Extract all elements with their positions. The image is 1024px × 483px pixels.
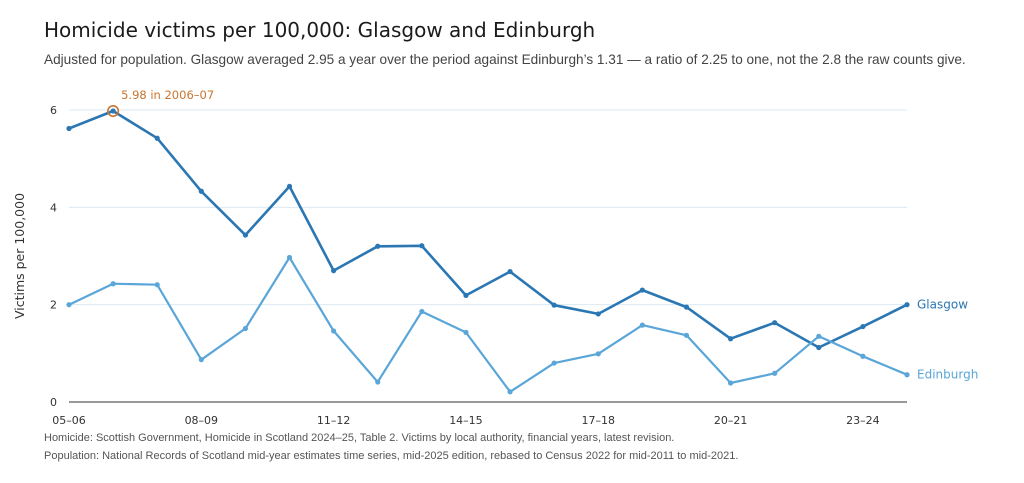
series-line-glasgow: [67, 109, 909, 349]
chart-subtitle: Adjusted for population. Glasgow average…: [44, 52, 966, 67]
data-point-glasgow: [727, 336, 734, 342]
data-point-glasgow: [110, 108, 116, 114]
data-point-glasgow: [904, 302, 910, 308]
data-point-edinburgh: [419, 308, 425, 315]
data-point-edinburgh: [639, 322, 645, 328]
chart-title: Homicide victims per 100,000: Glasgow an…: [44, 18, 596, 42]
data-point-glasgow: [463, 292, 469, 299]
data-point-edinburgh: [331, 328, 337, 334]
y-tick-label: 4: [50, 201, 57, 214]
x-tick-label: 11–12: [317, 414, 351, 427]
data-point-glasgow: [595, 311, 601, 317]
data-point-glasgow: [66, 125, 72, 132]
data-point-glasgow: [683, 304, 690, 310]
data-point-glasgow: [507, 268, 513, 275]
data-point-glasgow: [860, 323, 866, 330]
x-tick-label: 17–18: [582, 414, 616, 427]
data-point-glasgow: [286, 183, 293, 190]
data-point-glasgow: [419, 243, 425, 249]
data-point-edinburgh: [198, 357, 204, 363]
y-tick-label: 6: [50, 104, 57, 117]
data-point-glasgow: [551, 302, 557, 308]
data-point-edinburgh: [463, 329, 469, 336]
x-tick-label: 23–24: [846, 414, 880, 427]
data-point-edinburgh: [375, 379, 381, 385]
y-tick-label: 2: [50, 299, 57, 312]
x-tick-label: 14–15: [449, 414, 483, 427]
source-note-population: Population: National Records of Scotland…: [44, 450, 739, 462]
x-tick-label: 08–09: [185, 414, 219, 427]
y-axis-label: Victims per 100,000: [12, 193, 27, 319]
data-point-edinburgh: [110, 281, 116, 287]
data-point-glasgow: [639, 287, 645, 293]
data-point-glasgow: [816, 344, 822, 351]
annotation-marker: [107, 104, 120, 117]
data-point-edinburgh: [242, 325, 249, 332]
data-point-edinburgh: [683, 332, 690, 338]
source-note-homicide: Homicide: Scottish Government, Homicide …: [44, 432, 675, 444]
series-label-edinburgh: Edinburgh: [917, 368, 978, 382]
series-line-edinburgh: [67, 256, 909, 393]
data-point-edinburgh: [154, 282, 160, 288]
data-point-edinburgh: [816, 333, 822, 339]
x-tick-label: 20–21: [714, 414, 748, 427]
data-point-edinburgh: [507, 389, 513, 395]
data-point-edinburgh: [904, 372, 910, 378]
data-point-edinburgh: [595, 351, 601, 357]
data-point-glasgow: [772, 320, 778, 326]
data-point-edinburgh: [286, 254, 293, 261]
data-point-edinburgh: [66, 302, 72, 308]
data-point-glasgow: [331, 268, 337, 274]
series-label-glasgow: Glasgow: [917, 298, 968, 312]
data-point-edinburgh: [727, 380, 734, 386]
data-point-glasgow: [375, 243, 381, 249]
annotation-label: 5.98 in 2006–07: [121, 88, 214, 102]
data-point-edinburgh: [860, 353, 866, 359]
data-point-edinburgh: [551, 360, 557, 366]
data-point-glasgow: [242, 232, 249, 238]
data-point-glasgow: [154, 135, 160, 141]
data-point-glasgow: [198, 188, 204, 194]
y-tick-label: 0: [50, 396, 57, 409]
x-tick-label: 05–06: [52, 414, 86, 427]
data-point-edinburgh: [772, 370, 778, 376]
